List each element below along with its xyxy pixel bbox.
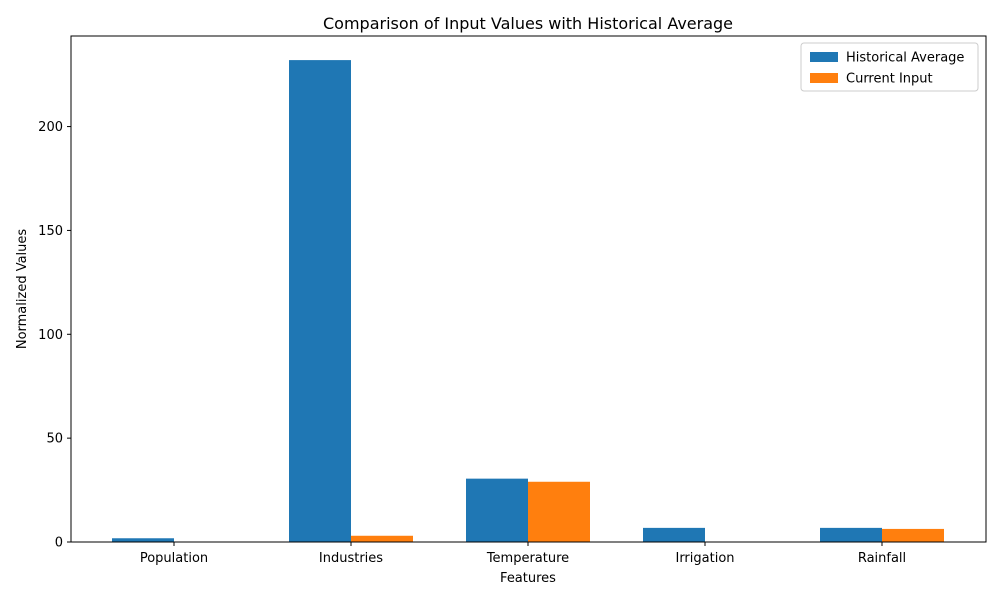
bar-historical-average-rainfall: [820, 528, 882, 542]
y-axis-label: Normalized Values: [15, 229, 30, 350]
legend-label: Historical Average: [846, 51, 964, 66]
legend-swatch: [810, 52, 838, 62]
legend: Historical Average Current Input: [801, 43, 978, 91]
y-tick-label: 50: [46, 432, 63, 447]
x-tick-label: Population: [140, 551, 208, 566]
y-tick-label: 200: [38, 120, 63, 135]
bar-current-input-temperature: [528, 482, 590, 542]
bar-current-input-industries: [351, 536, 413, 542]
legend-swatch: [810, 73, 838, 83]
x-axis-label: Features: [500, 571, 556, 586]
x-tick-label: Irrigation: [675, 551, 734, 566]
bar-historical-average-population: [112, 538, 174, 542]
x-tick-label: Temperature: [486, 551, 569, 566]
x-tick-label: Rainfall: [858, 551, 906, 566]
legend-label: Current Input: [846, 72, 933, 87]
bar-historical-average-industries: [289, 60, 351, 542]
y-tick-label: 0: [55, 536, 63, 551]
bar-historical-average-irrigation: [643, 528, 705, 542]
y-tick-label: 150: [38, 224, 63, 239]
y-tick-label: 100: [38, 328, 63, 343]
bar-current-input-rainfall: [882, 529, 944, 542]
chart-title: Comparison of Input Values with Historic…: [323, 14, 733, 33]
x-tick-label: Industries: [319, 551, 383, 566]
bar-historical-average-temperature: [466, 479, 528, 542]
